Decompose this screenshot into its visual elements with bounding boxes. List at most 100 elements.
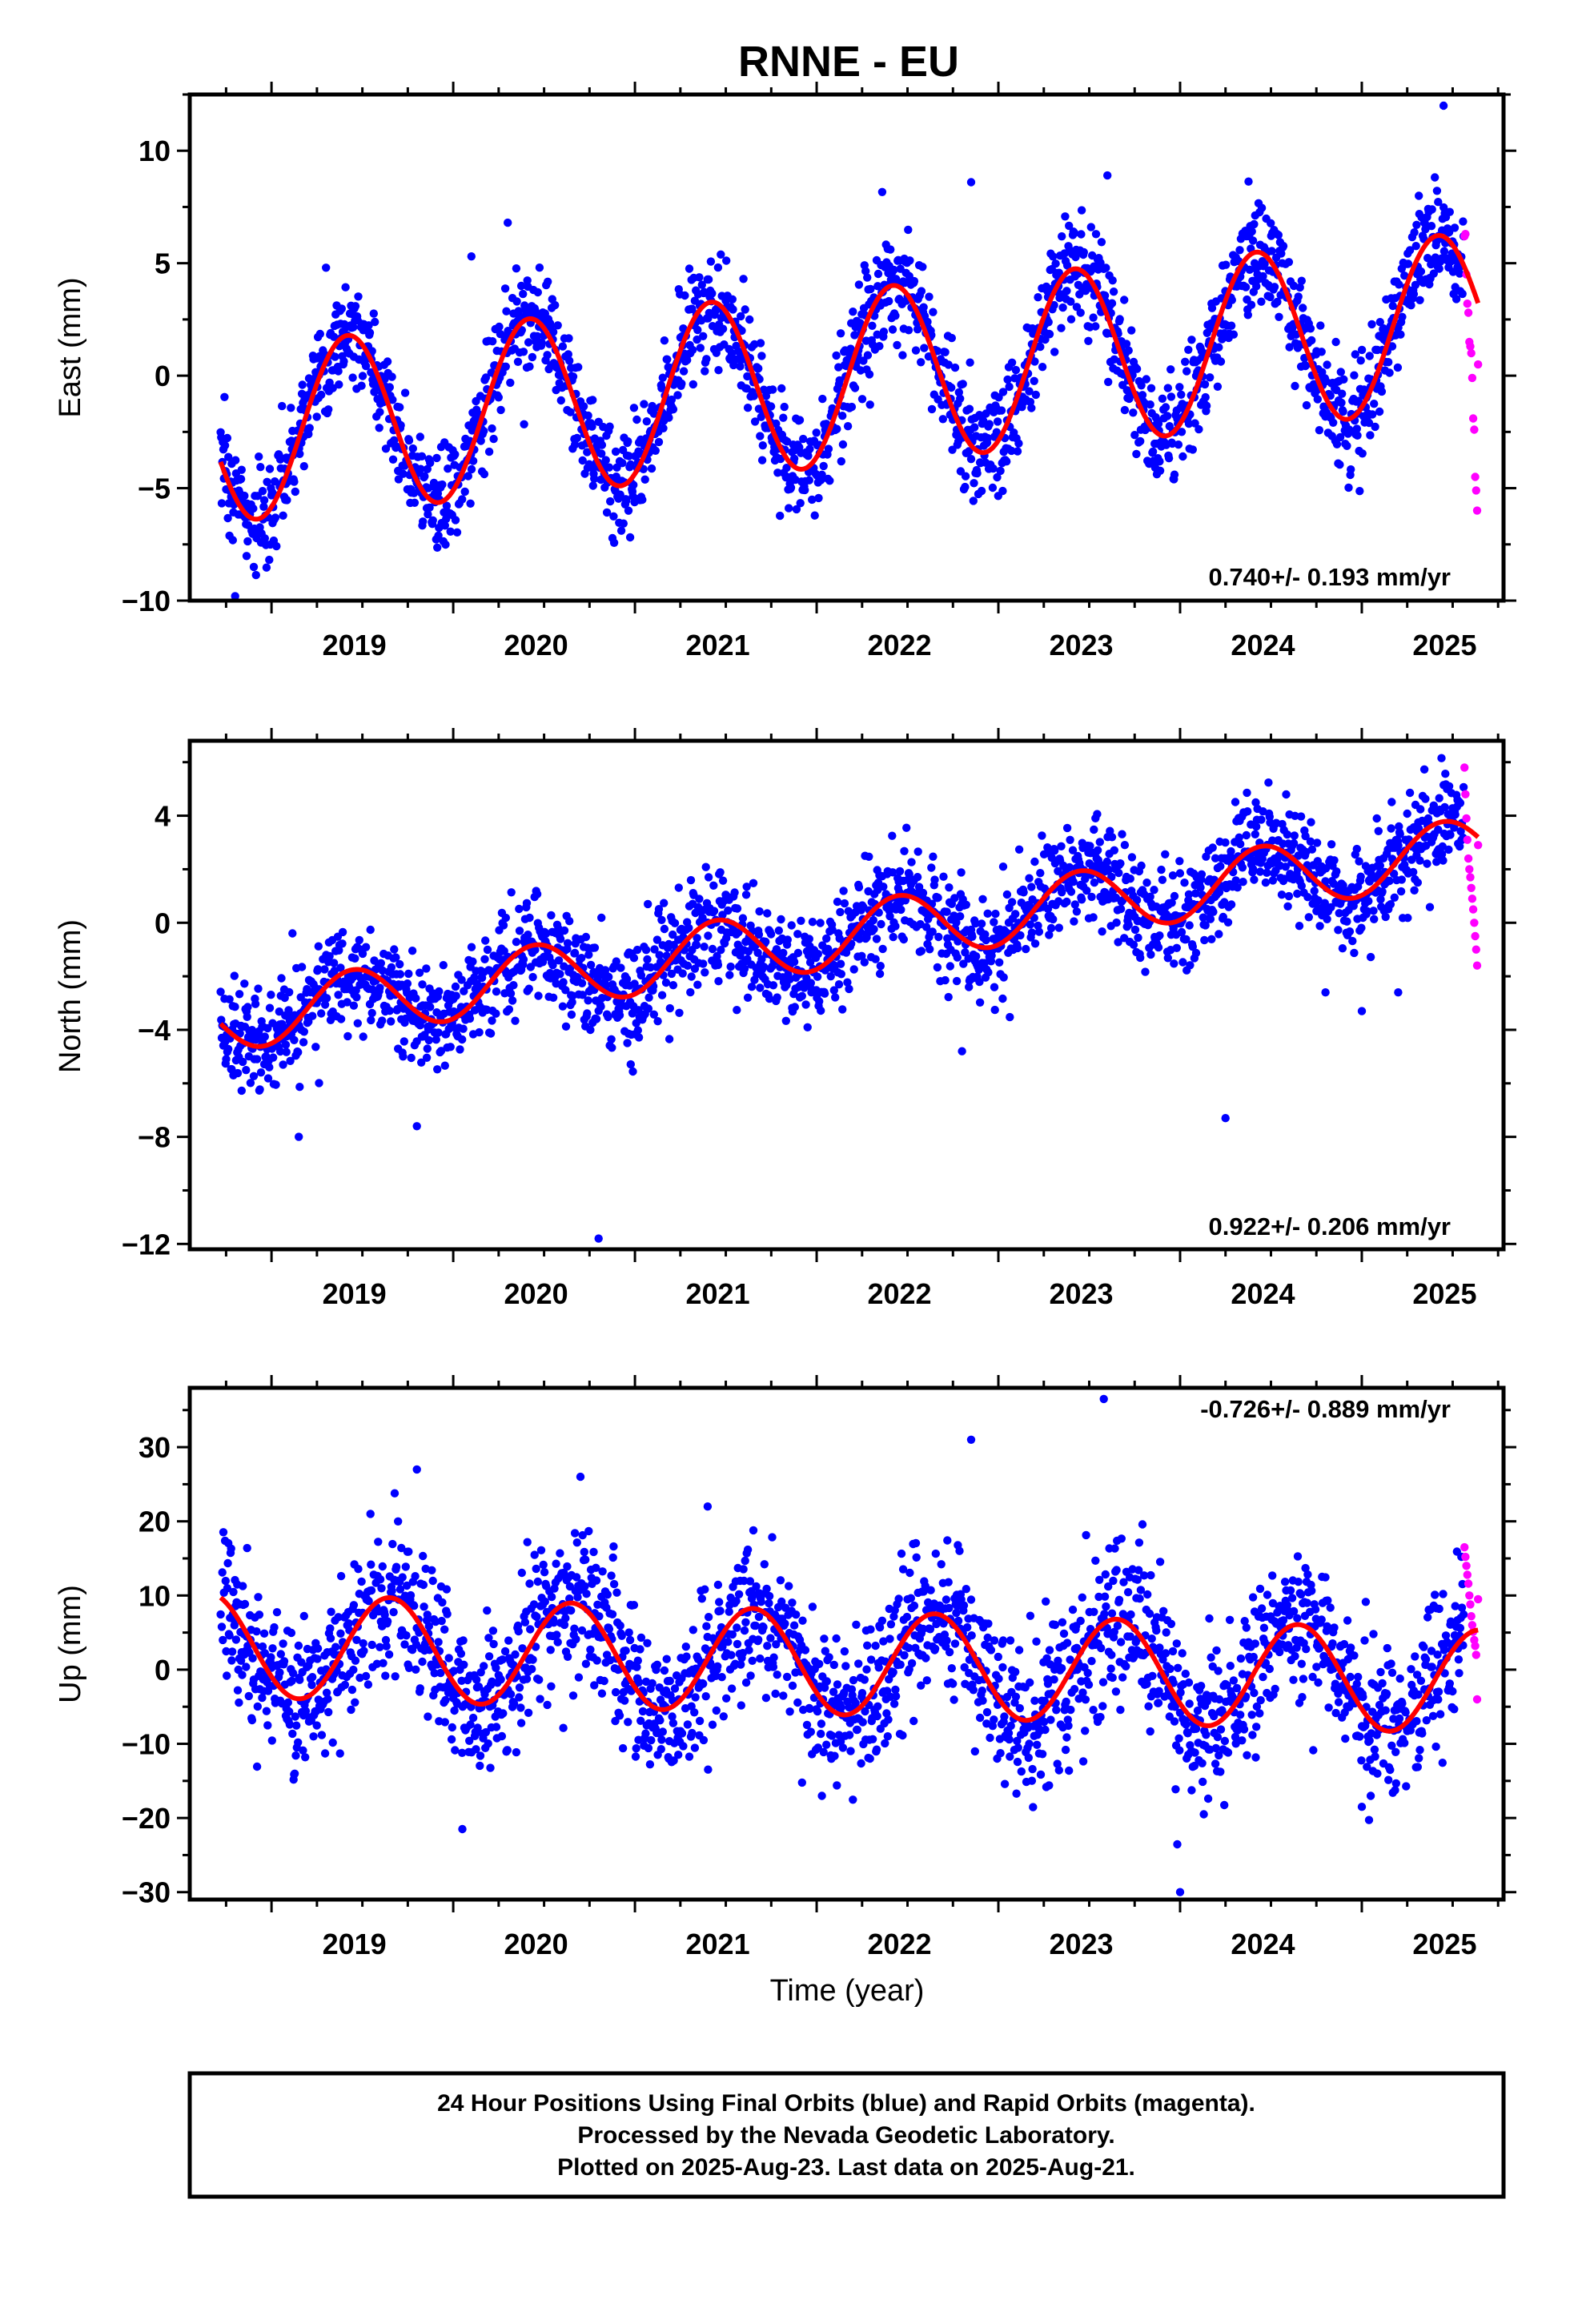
final-orbit-point [488,1016,496,1025]
final-orbit-point [271,513,280,522]
final-orbit-point [1197,870,1207,879]
final-orbit-point [646,963,655,972]
final-orbit-point [836,329,845,338]
final-orbit-point [559,978,568,987]
final-orbit-point [904,326,913,335]
final-orbit-point [679,324,688,333]
final-orbit-point [252,1627,261,1636]
final-orbit-point [351,954,359,963]
final-orbit-point [609,538,619,547]
final-orbit-point [816,1006,825,1015]
final-orbit-point [644,899,652,909]
final-orbit-point [237,465,246,474]
final-orbit-point [249,504,258,513]
final-orbit-point [1378,887,1387,896]
final-orbit-point [714,366,723,375]
final-orbit-point [1257,203,1267,212]
final-orbit-point [378,1562,387,1571]
final-orbit-point [1372,814,1381,823]
final-orbit-point [683,961,693,971]
final-orbit-point [929,308,938,316]
final-orbit-point [837,970,846,979]
rapid-orbit-point [1474,360,1483,369]
final-orbit-point [525,362,534,371]
final-orbit-point [227,1647,237,1656]
final-orbit-point [776,454,785,464]
final-orbit-point [1058,888,1066,897]
x-tick-label: 2025 [1412,1277,1476,1310]
final-orbit-point [279,1639,287,1648]
final-orbit-point [216,1610,225,1619]
final-orbit-point [977,486,986,496]
final-orbit-point [1104,377,1113,387]
rapid-orbit-point [1466,873,1475,882]
rapid-orbit-point [1460,763,1469,772]
final-orbit-point [275,1047,285,1056]
final-orbit-point [351,1656,360,1665]
final-orbit-point [998,862,1008,871]
final-orbit-point [640,475,649,484]
final-orbit-point [1357,345,1367,355]
final-orbit-point [632,1019,640,1027]
final-orbit-point [1011,365,1021,375]
final-orbit-point [649,1010,658,1019]
final-orbit-point [1416,267,1426,276]
final-orbit-point [1257,297,1266,306]
final-orbit-point [891,312,900,320]
final-orbit-point [516,281,526,291]
final-orbit-point [615,1011,624,1020]
final-orbit-point [642,417,651,426]
final-orbit-point [913,873,922,882]
final-orbit-point [504,1636,513,1645]
final-orbit-point [632,945,642,955]
final-orbit-point [1182,367,1191,376]
final-orbit-point [1125,394,1134,404]
final-orbit-point [1066,297,1075,306]
final-orbit-point [891,922,900,931]
final-orbit-point [1369,907,1378,915]
final-orbit-point [757,352,766,360]
final-orbit-point [933,963,942,972]
final-orbit-point [952,976,962,986]
final-orbit-point [1058,303,1067,312]
final-orbit-point [393,1005,402,1014]
final-orbit-point [290,477,299,486]
final-orbit-point [1090,825,1098,834]
final-orbit-point [785,504,793,513]
final-orbit-point [522,899,532,908]
final-orbit-point [925,292,934,301]
final-orbit-point [1330,856,1339,865]
final-orbit-point [419,517,428,526]
final-orbit-point [586,1025,595,1035]
final-orbit-point [1266,292,1275,302]
final-orbit-point [524,984,533,993]
final-orbit-point [336,1571,346,1581]
final-orbit-point [1118,830,1126,838]
final-orbit-point [1250,875,1259,884]
final-orbit-point [897,905,905,915]
final-orbit-point [285,987,294,997]
final-orbit-point [1394,841,1403,850]
final-orbit-point [279,1060,287,1069]
final-orbit-point [812,428,821,437]
final-orbit-point [1231,876,1240,885]
final-orbit-point [385,383,394,392]
final-orbit-point [1247,227,1256,236]
final-orbit-point [796,499,805,508]
final-orbit-point [625,533,635,542]
final-orbit-point [1263,868,1271,878]
final-orbit-point [1357,1007,1367,1015]
final-orbit-point [548,961,557,970]
final-orbit-point [1250,219,1259,229]
final-orbit-point [519,289,528,299]
final-orbit-point [290,1035,299,1045]
final-orbit-point [810,511,819,520]
final-orbit-point [1384,358,1393,367]
final-orbit-point [993,472,1002,482]
final-orbit-point [402,1631,411,1640]
final-orbit-point [547,911,556,920]
final-orbit-point [857,395,867,404]
final-orbit-point [519,348,528,356]
final-orbit-point [235,1029,244,1038]
final-orbit-point [343,1031,352,1041]
